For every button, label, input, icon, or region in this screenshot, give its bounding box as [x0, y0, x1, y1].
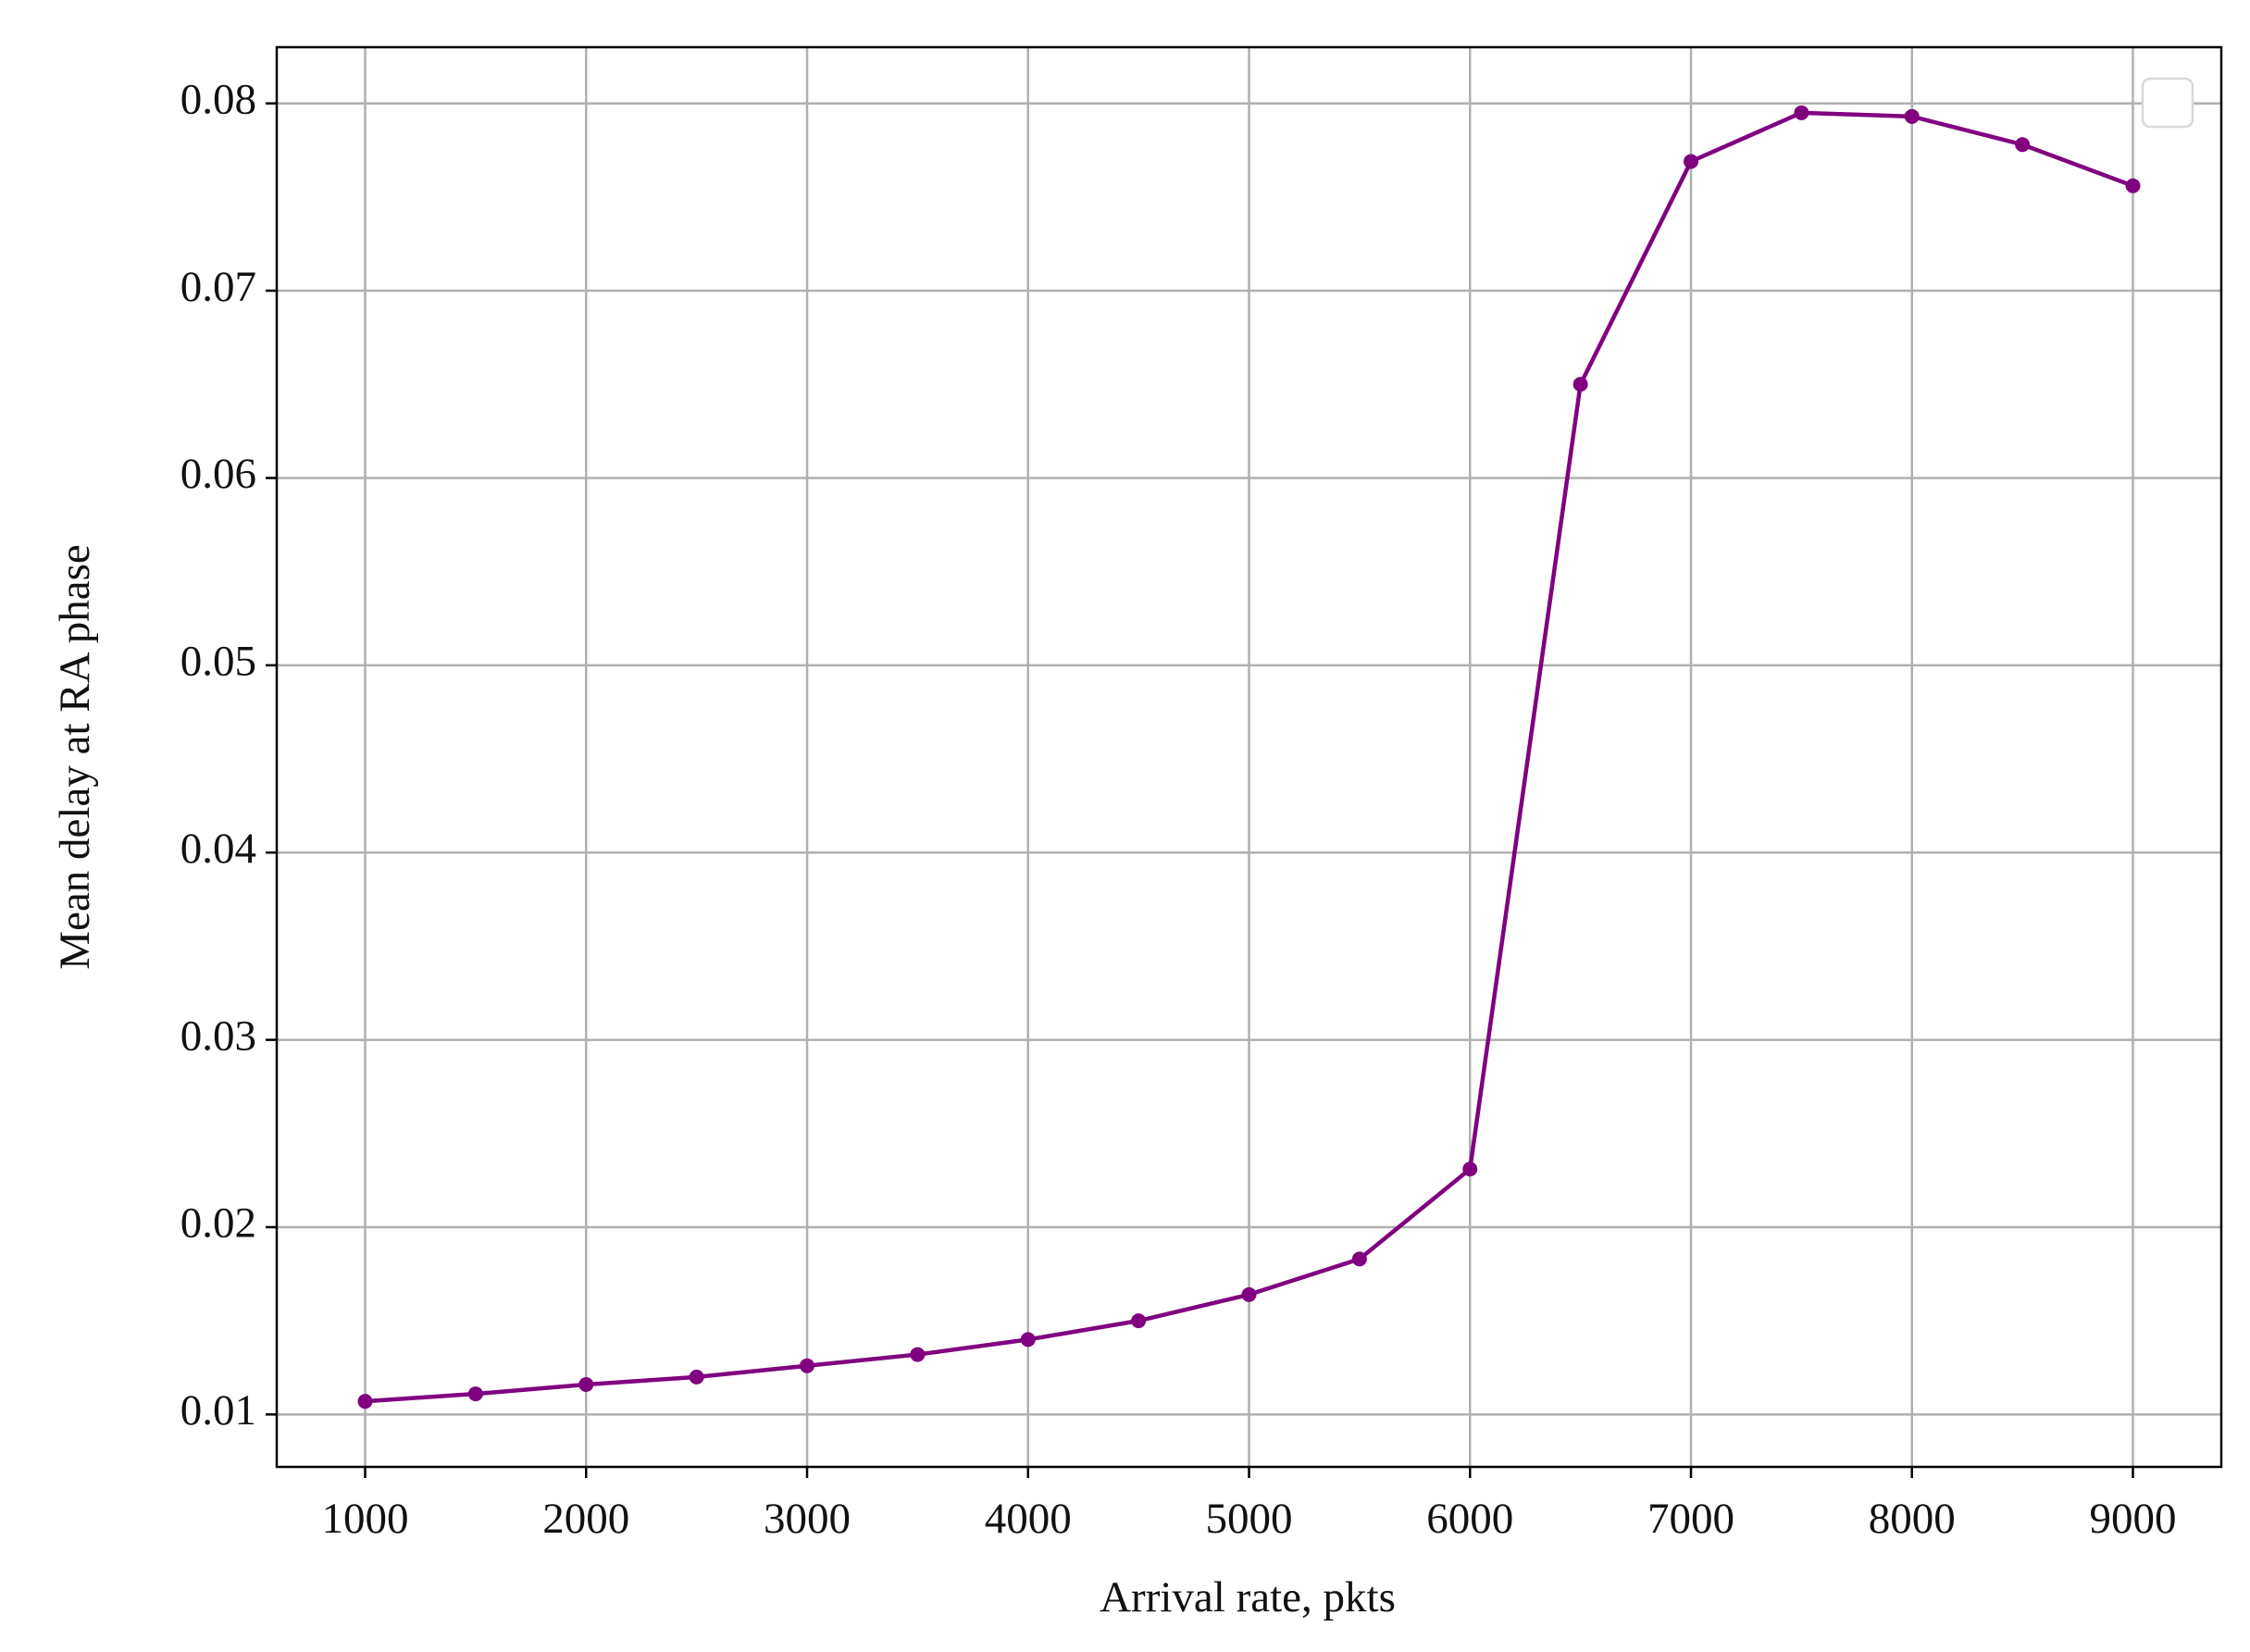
x-tick-label: 1000: [322, 1495, 409, 1543]
y-tick-label: 0.03: [180, 1012, 256, 1060]
point: [2015, 137, 2031, 153]
x-tick-label: 6000: [1426, 1495, 1513, 1543]
point: [1241, 1286, 1257, 1302]
legend-box: [2141, 77, 2194, 129]
point: [1684, 154, 1698, 169]
point: [1794, 105, 1809, 120]
point: [2125, 178, 2141, 193]
point: [467, 1386, 483, 1402]
point: [1131, 1313, 1147, 1329]
y-tick-label: 0.02: [180, 1199, 256, 1248]
y-tick-label: 0.07: [180, 263, 256, 311]
point: [1573, 377, 1588, 392]
x-axis-label: Arrival rate, pkts: [1100, 1573, 1396, 1621]
y-tick-label: 0.06: [180, 450, 256, 498]
y-tick-label: 0.05: [180, 638, 256, 686]
y-tick-label: 0.01: [180, 1386, 256, 1435]
x-tick-label: 8000: [1869, 1495, 1956, 1543]
x-tick-label: 3000: [764, 1495, 851, 1543]
y-tick-label: 0.04: [180, 825, 256, 873]
x-tick-label: 9000: [2090, 1495, 2177, 1543]
point: [800, 1358, 814, 1373]
point: [689, 1369, 704, 1385]
point: [578, 1376, 594, 1392]
x-tick-label: 5000: [1206, 1495, 1293, 1543]
point: [1904, 108, 1920, 124]
point: [1020, 1332, 1036, 1348]
y-axis-label: Mean delay at RA phase: [51, 544, 99, 969]
plot-frame: [275, 45, 2223, 1469]
x-tick-label: 2000: [542, 1495, 629, 1543]
point: [910, 1347, 926, 1362]
point: [1462, 1161, 1478, 1177]
point: [1351, 1251, 1367, 1267]
x-tick-label: 7000: [1647, 1495, 1734, 1543]
x-tick-label: 4000: [985, 1495, 1072, 1543]
point: [357, 1394, 373, 1410]
y-tick-label: 0.08: [180, 75, 256, 123]
